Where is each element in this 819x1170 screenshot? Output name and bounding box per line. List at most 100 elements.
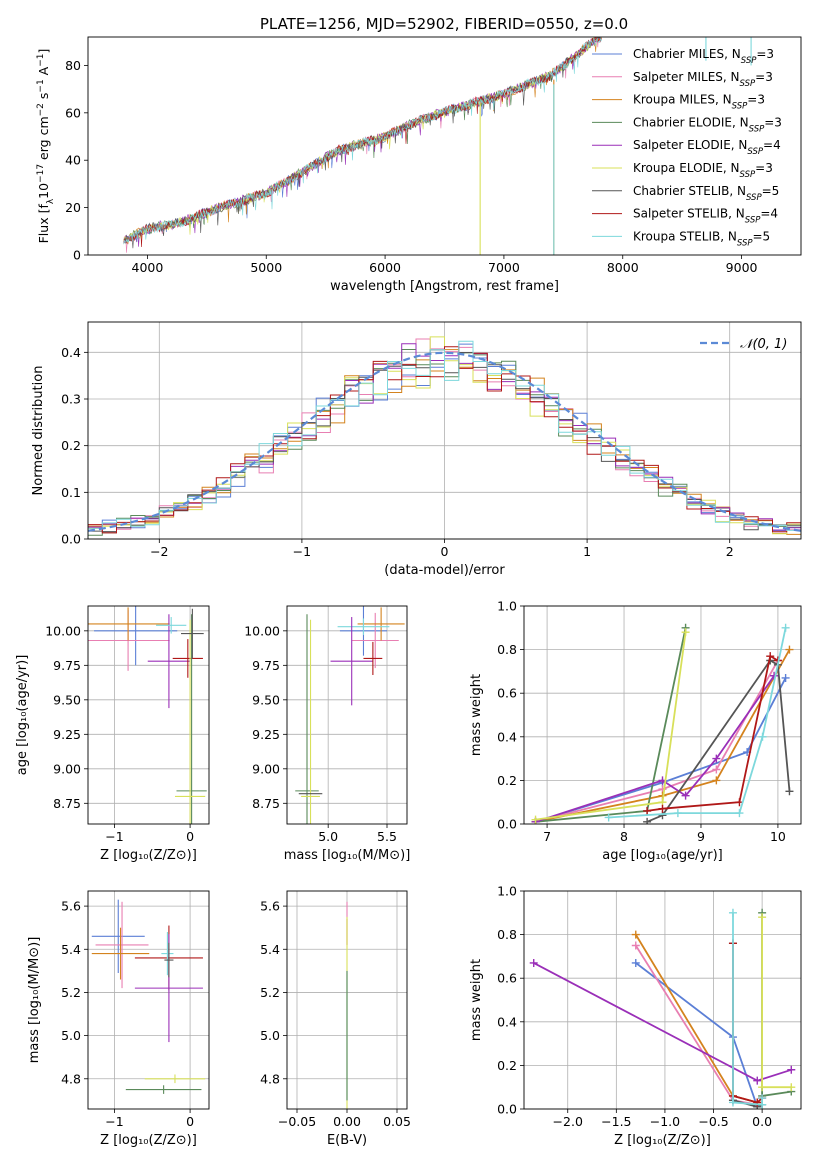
y-axis-label: mass weight [469, 959, 484, 1041]
x-tick-label-0: −1 [105, 1114, 123, 1129]
legend-label-4: Salpeter ELODIE, NSSP=4 [633, 138, 781, 157]
y-tick-label-5: 10.00 [45, 623, 81, 638]
y-tick-label-1: 9.00 [53, 761, 81, 776]
residual-histogram-8 [88, 340, 801, 539]
y-tick-label-2: 5.2 [61, 985, 81, 1000]
plot-area [295, 606, 405, 824]
x-tick-label-4: 8000 [607, 260, 639, 275]
x-tick-label-0: 4000 [132, 260, 164, 275]
axes-frame [286, 605, 408, 825]
y-tick-label-4: 80 [65, 58, 81, 73]
y-tick-label-1: 0.2 [497, 1058, 517, 1073]
plot-area [91, 899, 206, 1094]
x-tick-label-1: 5.5 [377, 829, 397, 844]
y-tick-label-1: 9.00 [252, 761, 280, 776]
weight-marker-4-2 [681, 791, 690, 800]
weight-marker-4-0 [529, 958, 538, 967]
x-tick-label-1: 0.00 [333, 1114, 361, 1129]
weight-marker-5-0 [758, 913, 767, 922]
axes-frame [87, 605, 210, 825]
x-axis-label: mass [log₁₀(M/M⊙)] [284, 848, 411, 863]
legend-label-5: Kroupa ELODIE, NSSP=3 [633, 161, 773, 180]
x-tick-label-0: −2.0 [553, 1114, 583, 1129]
legend-label-7: Salpeter STELIB, NSSP=4 [633, 207, 778, 226]
x-tick-label-4: 2 [726, 544, 734, 559]
weight-marker-8-1 [728, 1098, 737, 1107]
weight-marker-8-1 [673, 809, 682, 818]
x-tick-label-3: −0.5 [698, 1114, 728, 1129]
axes-frame [87, 36, 802, 256]
weight-line-2 [635, 934, 758, 1104]
legend-label-8: Kroupa STELIB, NSSP=5 [633, 229, 770, 248]
x-axis-label: wavelength [Angstrom, rest frame] [330, 279, 559, 294]
x-axis-label: (data-model)/error [384, 563, 505, 578]
legend-label-2: Kroupa MILES, NSSP=3 [633, 93, 765, 112]
y-tick-label-4: 0.8 [497, 927, 517, 942]
y-tick-label-2: 0.4 [497, 1014, 517, 1029]
residuals-panel: −2 −1 0 1 2 0.0 0.1 0.2 0.3 0.4 (data-model)/error… [31, 321, 802, 578]
y-tick-label-0: 8.75 [53, 796, 81, 811]
y-tick-label-4: 0.4 [61, 345, 81, 360]
weight-line-5 [761, 917, 792, 1089]
weight-marker-8-4 [781, 623, 790, 632]
weight-line-2 [535, 649, 791, 823]
mass-vs-ebv-panel: −0.05 0.00 0.05 4.8 5.0 5.2 5.4 5.6 E(B-V) [260, 890, 411, 1148]
axes-frame [286, 890, 408, 1110]
weight-marker-6-0 [643, 817, 652, 824]
weight-line-4 [535, 675, 775, 823]
weight-marker-4-3 [712, 754, 721, 763]
y-tick-label-2: 9.25 [53, 727, 81, 742]
plot-area [123, 37, 752, 255]
spectrum-panel: 4000 5000 6000 7000 8000 9000 0 20 40 60 80 Flux [f… [36, 36, 802, 294]
x-axis-label: age [log₁₀(age/yr)] [602, 848, 723, 863]
plot-area [531, 623, 794, 824]
weight-marker-5-2 [787, 1083, 796, 1092]
x-tick-label-5: 9000 [726, 260, 758, 275]
y-tick-label-1: 0.2 [497, 773, 517, 788]
y-axis-label: Flux [fλ10−17 erg cm−2 s−1 A−1] [36, 49, 56, 244]
x-axis-label: E(B-V) [327, 1133, 367, 1148]
spectrum-series-7 [123, 37, 602, 248]
y-tick-label-3: 9.50 [252, 692, 280, 707]
weight-marker-4-1 [753, 1076, 762, 1085]
y-tick-label-4: 5.6 [61, 899, 81, 914]
weight-line-5 [535, 632, 687, 821]
x-tick-label-0: −1 [105, 829, 123, 844]
axes-frame [87, 321, 802, 540]
x-tick-label-2: −1.0 [650, 1114, 680, 1129]
weight-marker-5-2 [681, 628, 690, 637]
weight-marker-4-2 [787, 1065, 796, 1074]
y-tick-label-5: 1.0 [497, 599, 517, 614]
weight-marker-1-2 [712, 765, 721, 774]
y-tick-label-1: 5.0 [61, 1028, 81, 1043]
weight-marker-1-0 [631, 941, 640, 950]
y-tick-label-3: 5.4 [61, 942, 81, 957]
y-tick-label-3: 0.6 [497, 686, 517, 701]
y-tick-label-2: 0.4 [497, 729, 517, 744]
x-tick-label-1: −1.5 [601, 1114, 631, 1129]
x-tick-label-1: 0 [186, 1114, 194, 1129]
axes-frame [87, 890, 210, 1110]
gaussian-reference-line [88, 351, 801, 532]
legend-label-1: Salpeter MILES, NSSP=3 [633, 70, 773, 89]
weight-marker-7-0 [643, 806, 652, 815]
x-tick-label-0: 5.0 [318, 829, 338, 844]
weight-marker-8-2 [735, 809, 744, 818]
x-axis-label: Z [log₁₀(Z/Z⊙)] [100, 1133, 197, 1148]
y-tick-label-0: 4.8 [260, 1071, 280, 1086]
y-tick-label-1: 20 [65, 200, 81, 215]
y-tick-label-3: 9.50 [53, 692, 81, 707]
weight-marker-0-0 [631, 958, 640, 967]
y-tick-label-2: 9.25 [252, 727, 280, 742]
spectrum-series-8 [123, 37, 602, 245]
spectrum-series-0 [123, 37, 602, 242]
spectrum-series-5 [123, 37, 602, 242]
weight-line-3 [761, 912, 792, 1097]
y-tick-label-3: 0.6 [497, 971, 517, 986]
weight-marker-2-2 [712, 776, 721, 785]
mass-vs-metallicity-panel: −1 0 4.8 5.0 5.2 5.4 5.6 Z [log₁₀(Z/Z⊙)] mass [l… [27, 890, 210, 1148]
y-tick-label-1: 0.1 [61, 485, 81, 500]
x-tick-label-2: 0 [441, 544, 449, 559]
y-axis-label: mass weight [469, 674, 484, 756]
